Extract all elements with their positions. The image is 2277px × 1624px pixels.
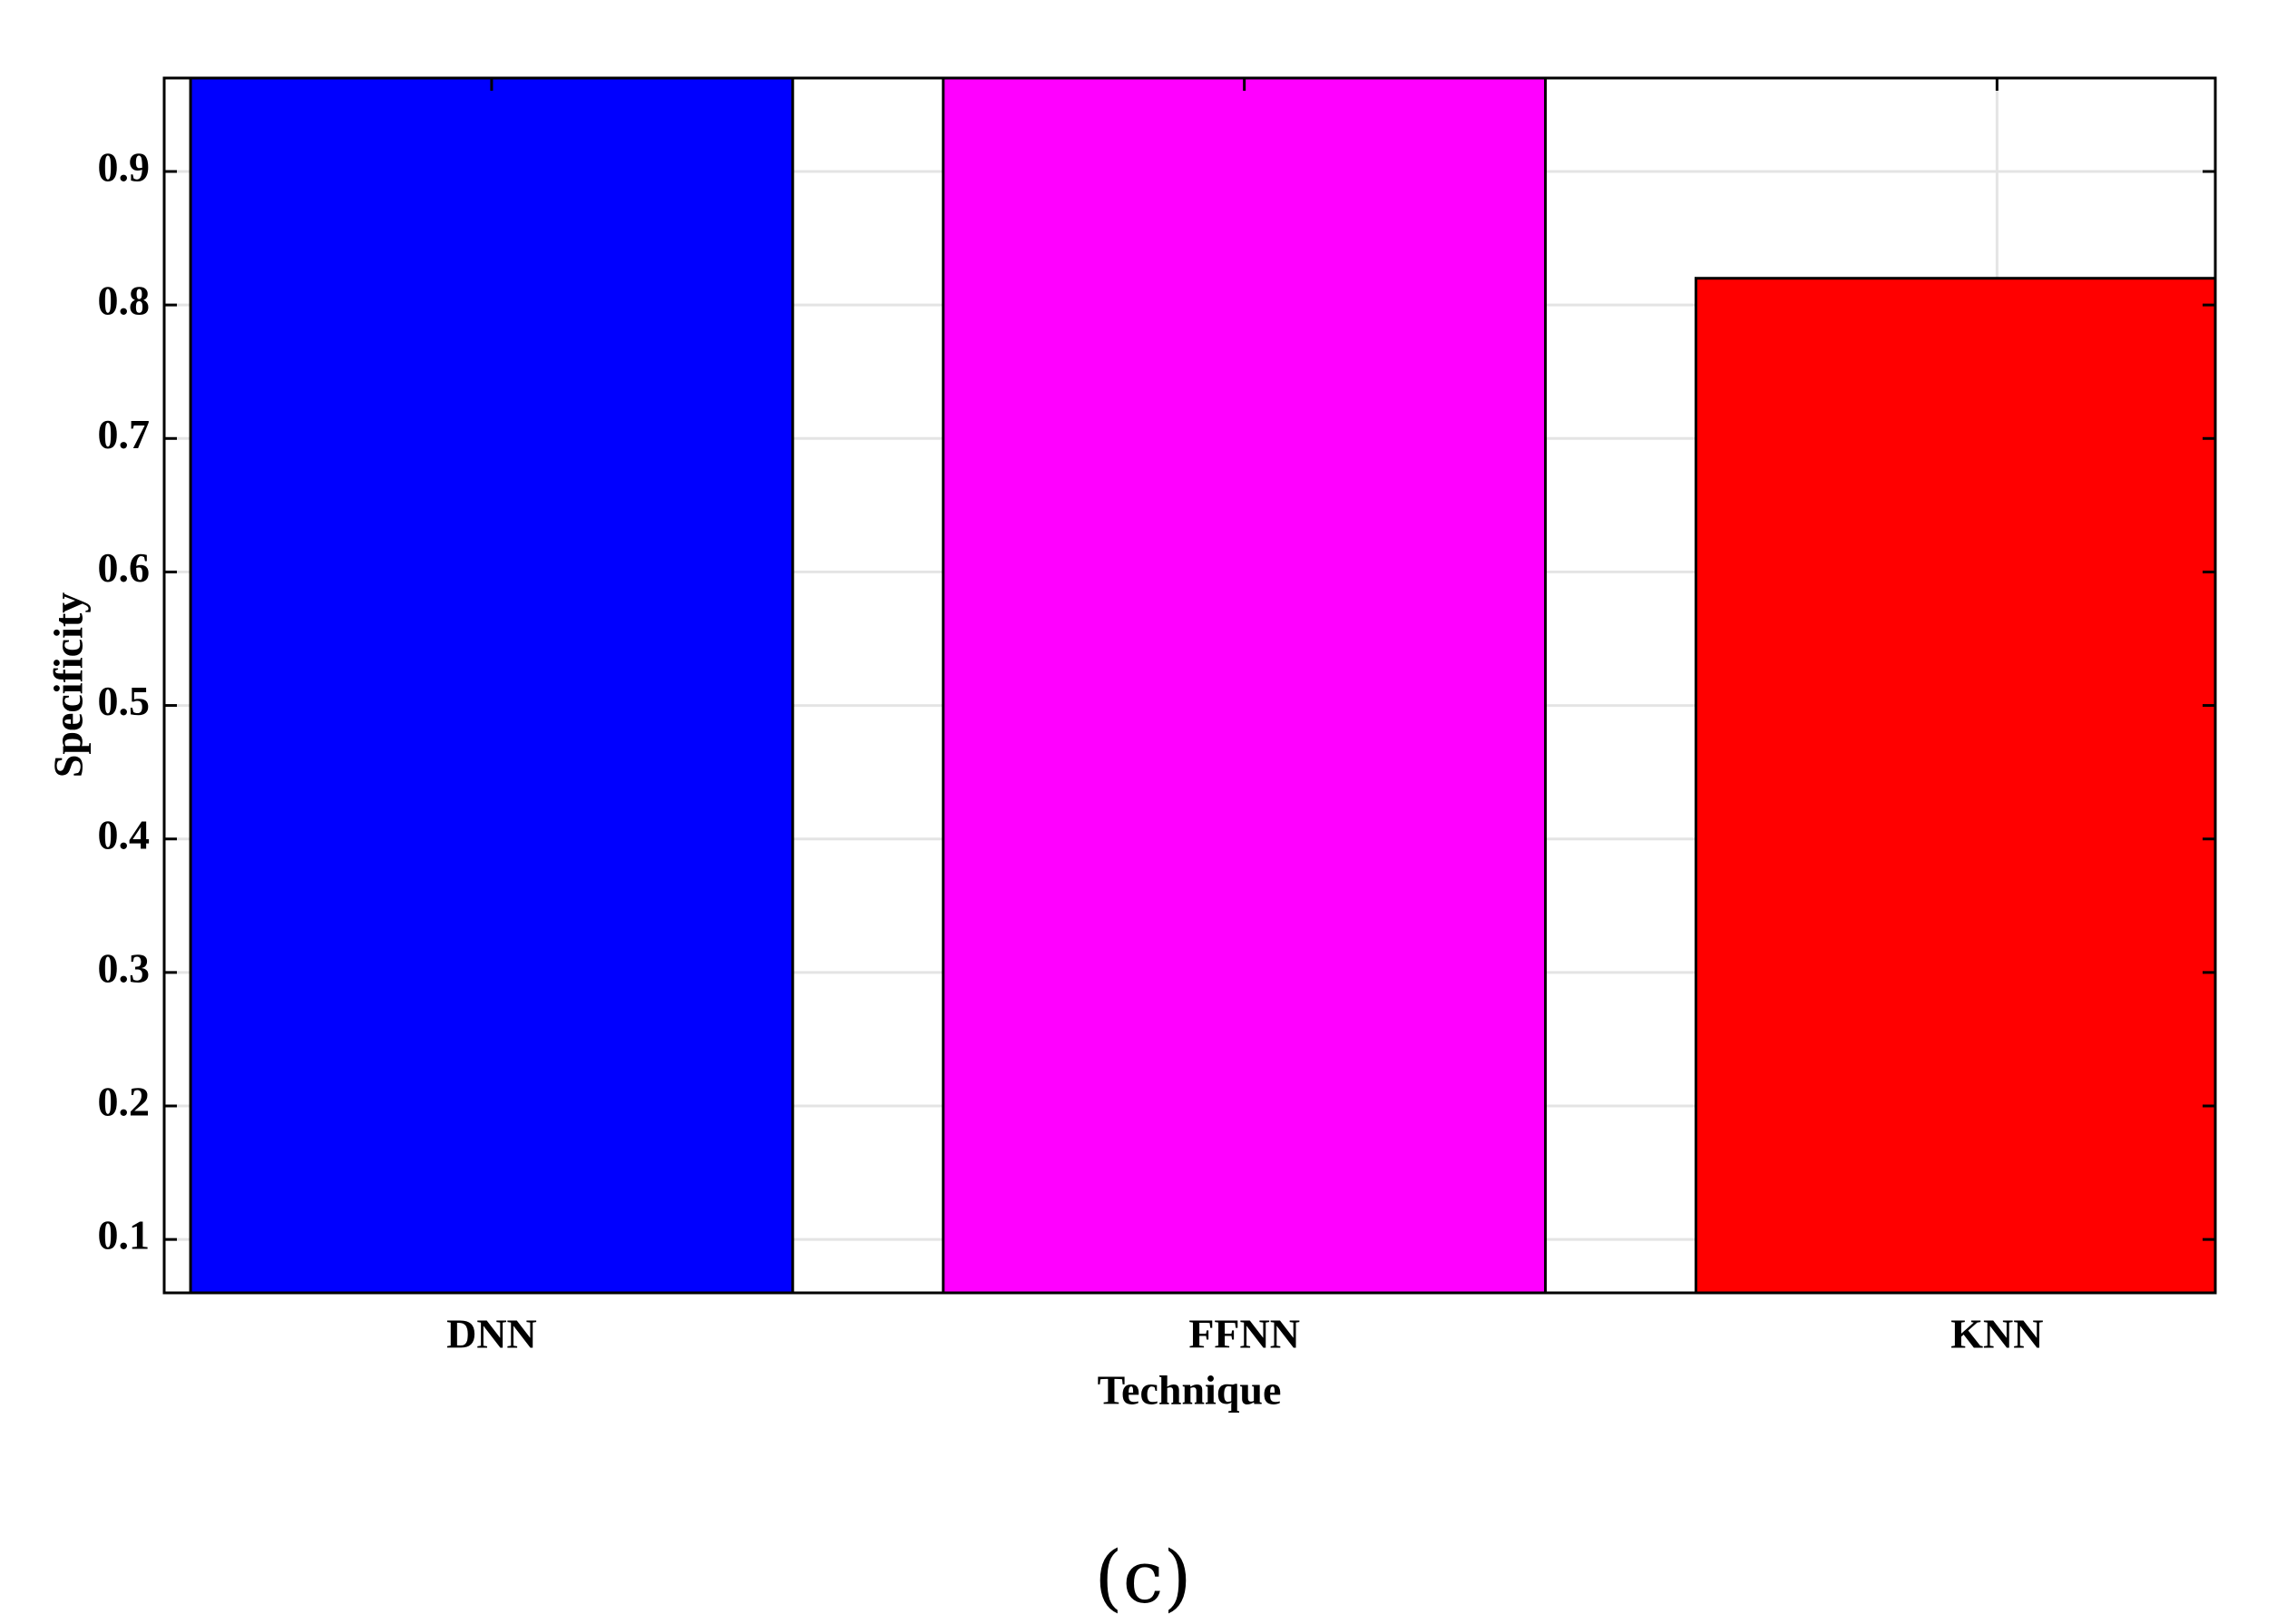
- x-tick-label: FFNN: [1188, 1311, 1300, 1357]
- y-axis-label: Specificity: [45, 592, 92, 778]
- y-tick-label: 0.3: [98, 944, 151, 991]
- bar: [1694, 277, 2215, 1293]
- y-tick-label: 0.6: [98, 544, 151, 591]
- y-tick-label: 0.1: [98, 1212, 151, 1258]
- y-tick-label: 0.8: [98, 278, 151, 324]
- x-axis-label: Technique: [1098, 1367, 1282, 1414]
- y-tick-label: 0.7: [98, 411, 151, 457]
- labels: 0.1 0.2 0.3 0.4 0.5 0.6 0.7 0.8 0.9 DNN FFNN KNN: [98, 78, 2215, 1357]
- bars: [189, 78, 2215, 1293]
- x-tick-label: DNN: [446, 1311, 537, 1357]
- plot-frame: [162, 76, 2217, 1295]
- y-tick-label: 0.4: [98, 811, 151, 857]
- x-tick-label: KNN: [1950, 1311, 2043, 1357]
- y-tick-label: 0.9: [98, 144, 151, 191]
- y-tick-label: 0.2: [98, 1079, 151, 1125]
- caption: (c): [1094, 1535, 1191, 1619]
- bar: [189, 78, 795, 1293]
- y-tick-label: 0.5: [98, 678, 151, 724]
- bar: [942, 78, 1548, 1293]
